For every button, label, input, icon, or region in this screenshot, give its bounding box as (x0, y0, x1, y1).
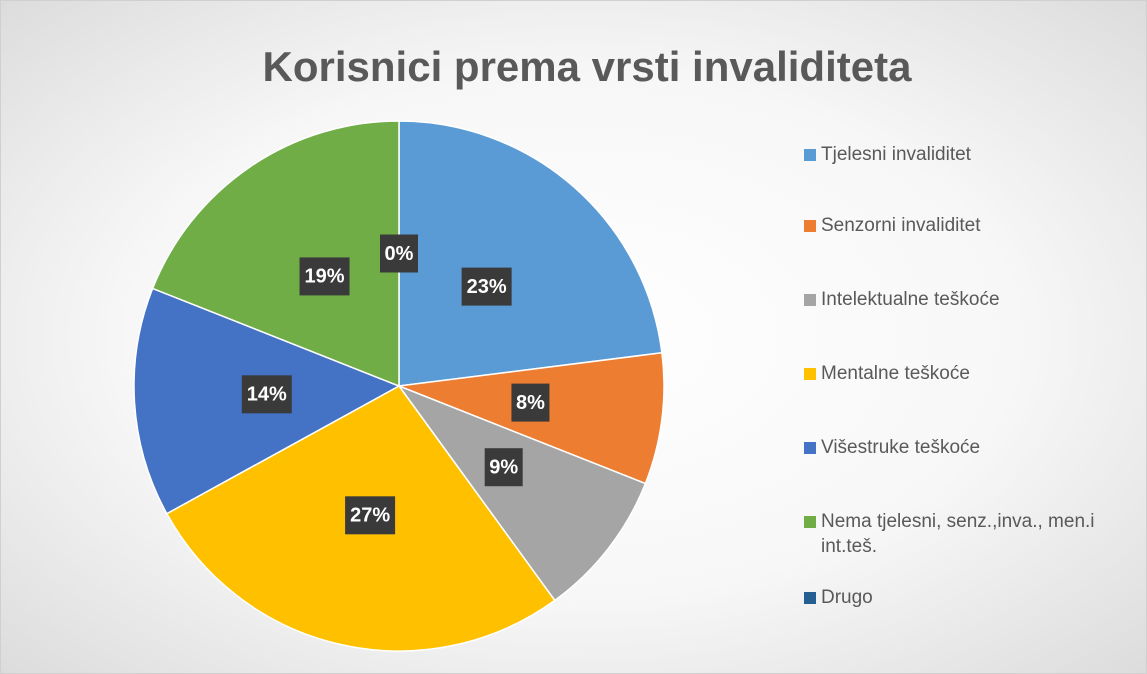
data-label: 9% (489, 456, 518, 478)
data-label-box (461, 267, 512, 306)
pie-slice (396, 384, 647, 602)
legend-item: Višestruke teškoće (804, 435, 1134, 460)
pie-slice (398, 120, 663, 387)
data-label: 27% (350, 505, 390, 527)
data-label-box (380, 234, 418, 273)
legend-item: Drugo (804, 585, 1134, 610)
legend-swatch (804, 149, 816, 161)
data-label-box (345, 496, 396, 535)
legend-swatch (804, 220, 816, 232)
legend-item: Mentalne teškoće (804, 361, 1134, 386)
data-label: 23% (467, 276, 507, 298)
legend-label: Drugo (821, 587, 873, 608)
legend-swatch (804, 442, 816, 454)
legend-label: Intelektualne teškoće (821, 289, 1000, 310)
legend-item: Senzorni invaliditet (804, 213, 1134, 238)
legend-label: Višestruke teškoće (821, 437, 981, 458)
legend-swatch (804, 294, 816, 306)
pie-slice (151, 120, 400, 388)
data-label-box (484, 448, 523, 487)
data-label: 14% (247, 384, 287, 406)
data-label: 0% (385, 243, 414, 265)
legend-label: Tjelesni invaliditet (821, 144, 971, 165)
data-label-box (511, 383, 550, 422)
legend-item: Nema tjelesni, senz.,inva., men.i int.te… (804, 509, 1134, 559)
legend-swatch (804, 516, 816, 528)
data-label: 8% (516, 392, 545, 414)
legend-swatch (804, 592, 816, 604)
legend-item: Tjelesni invaliditet (804, 142, 1134, 167)
legend-label: Mentalne teškoće (821, 363, 970, 384)
legend-label: Senzorni invaliditet (821, 215, 981, 236)
data-label: 19% (305, 266, 345, 288)
legend-swatch (804, 368, 816, 380)
legend-item: Intelektualne teškoće (804, 287, 1134, 312)
legend-label: Nema tjelesni, senz.,inva., men.i int.te… (821, 511, 1095, 557)
data-label-box (299, 257, 350, 296)
chart-title: Korisnici prema vrsti invaliditeta (263, 43, 913, 90)
data-label-box (241, 375, 292, 414)
